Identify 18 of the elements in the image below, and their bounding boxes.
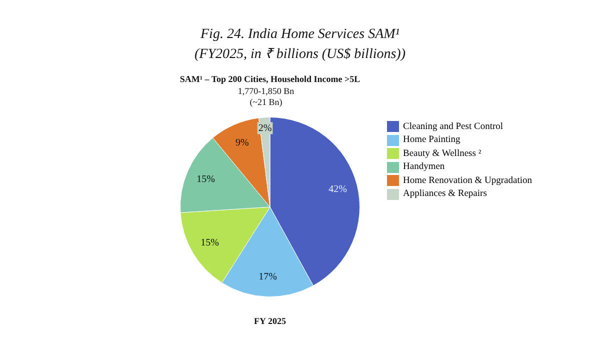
data-label: 17% bbox=[258, 272, 277, 283]
legend-label: Appliances & Repairs bbox=[403, 189, 487, 200]
data-label: 15% bbox=[200, 237, 219, 248]
chart-subtitle: (FY2025, in ₹ billions (US$ billions)) bbox=[194, 46, 406, 63]
legend-label: Home Painting bbox=[403, 135, 460, 146]
legend-label: Cleaning and Pest Control bbox=[403, 122, 504, 132]
legend-label: Home Renovation & Upgradation bbox=[403, 176, 532, 186]
data-label: 2% bbox=[258, 122, 272, 134]
chart-title: Fig. 24. India Home Services SAM¹ bbox=[200, 27, 400, 43]
text: (~21 Bn) bbox=[250, 97, 282, 107]
text: 1,770-1,850 Bn bbox=[238, 86, 294, 96]
text: SAM¹ – Top 200 Cities, Household Income >5L bbox=[180, 74, 360, 84]
legend-label: Beauty & Wellness ² bbox=[403, 148, 482, 159]
data-label: 42% bbox=[328, 184, 347, 196]
text: FY 2025 bbox=[254, 316, 286, 326]
legend-label: Handymen bbox=[403, 162, 445, 172]
data-label: 15% bbox=[196, 174, 215, 185]
data-label: 9% bbox=[236, 137, 249, 148]
